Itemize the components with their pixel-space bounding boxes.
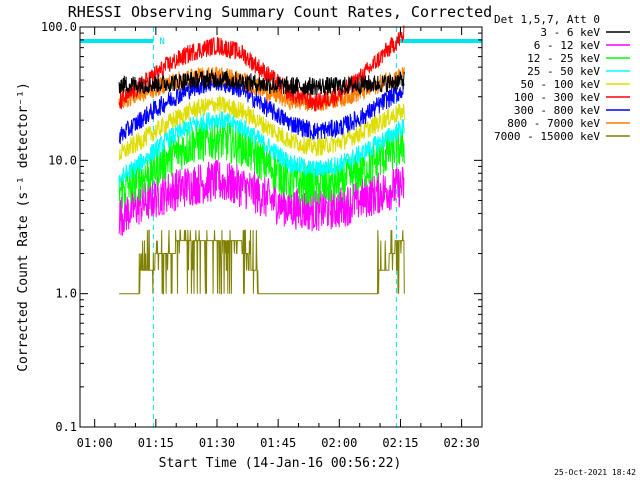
x-tick-label-4: 02:00 (321, 436, 357, 450)
series-line-1 (118, 159, 405, 236)
series-line-4 (118, 95, 405, 161)
series-line-5 (118, 25, 405, 112)
y-tick-label-3: 100.0 (41, 20, 77, 34)
y-tick-label-2: 10.0 (48, 153, 77, 167)
legend-label-0: 3 - 6 keV (540, 26, 600, 39)
series-line-0 (118, 69, 405, 96)
x-axis: 01:00 01:15 01:30 01:45 02:00 02:15 02:30 (77, 27, 483, 450)
legend-label-1: 6 - 12 keV (534, 39, 601, 52)
x-tick-label-0: 01:00 (77, 436, 113, 450)
y-axis-label: Corrected Count Rate (s⁻¹ detector⁻¹) (16, 82, 31, 372)
legend-label-7: 800 - 7000 keV (507, 117, 600, 130)
legend-label-3: 25 - 50 keV (527, 65, 600, 78)
series-line-8 (119, 229, 405, 295)
x-tick-label-5: 02:15 (382, 436, 418, 450)
series-line-6 (118, 73, 405, 145)
footer-date: 25-Oct-2021 18:42 (554, 468, 636, 477)
x-tick-label-6: 02:30 (444, 436, 480, 450)
series-line-3 (118, 111, 405, 187)
x-tick-label-3: 01:45 (260, 436, 296, 450)
series-group (118, 25, 405, 295)
x-tick-label-2: 01:30 (199, 436, 235, 450)
legend-label-4: 50 - 100 keV (521, 78, 601, 91)
series-line-2 (118, 117, 405, 210)
legend-label-8: 7000 - 15000 keV (494, 130, 600, 143)
x-tick-label-1: 01:15 (138, 436, 174, 450)
legend-title: Det 1,5,7, Att 0 (494, 13, 600, 26)
chart-title: RHESSI Observing Summary Count Rates, Co… (68, 3, 492, 21)
sun-bar-label-0: N (159, 37, 164, 47)
y-axis: 0.1 1.0 10.0 100.0 (41, 20, 482, 434)
y-tick-label-0: 0.1 (55, 420, 77, 434)
legend-label-6: 300 - 800 keV (514, 104, 600, 117)
legend-label-2: 12 - 25 keV (527, 52, 600, 65)
plot-frame (79, 26, 483, 428)
y-tick-label-1: 1.0 (55, 287, 77, 301)
x-axis-label: Start Time (14-Jan-16 00:56:22) (159, 456, 402, 471)
legend-label-5: 100 - 300 keV (514, 91, 600, 104)
